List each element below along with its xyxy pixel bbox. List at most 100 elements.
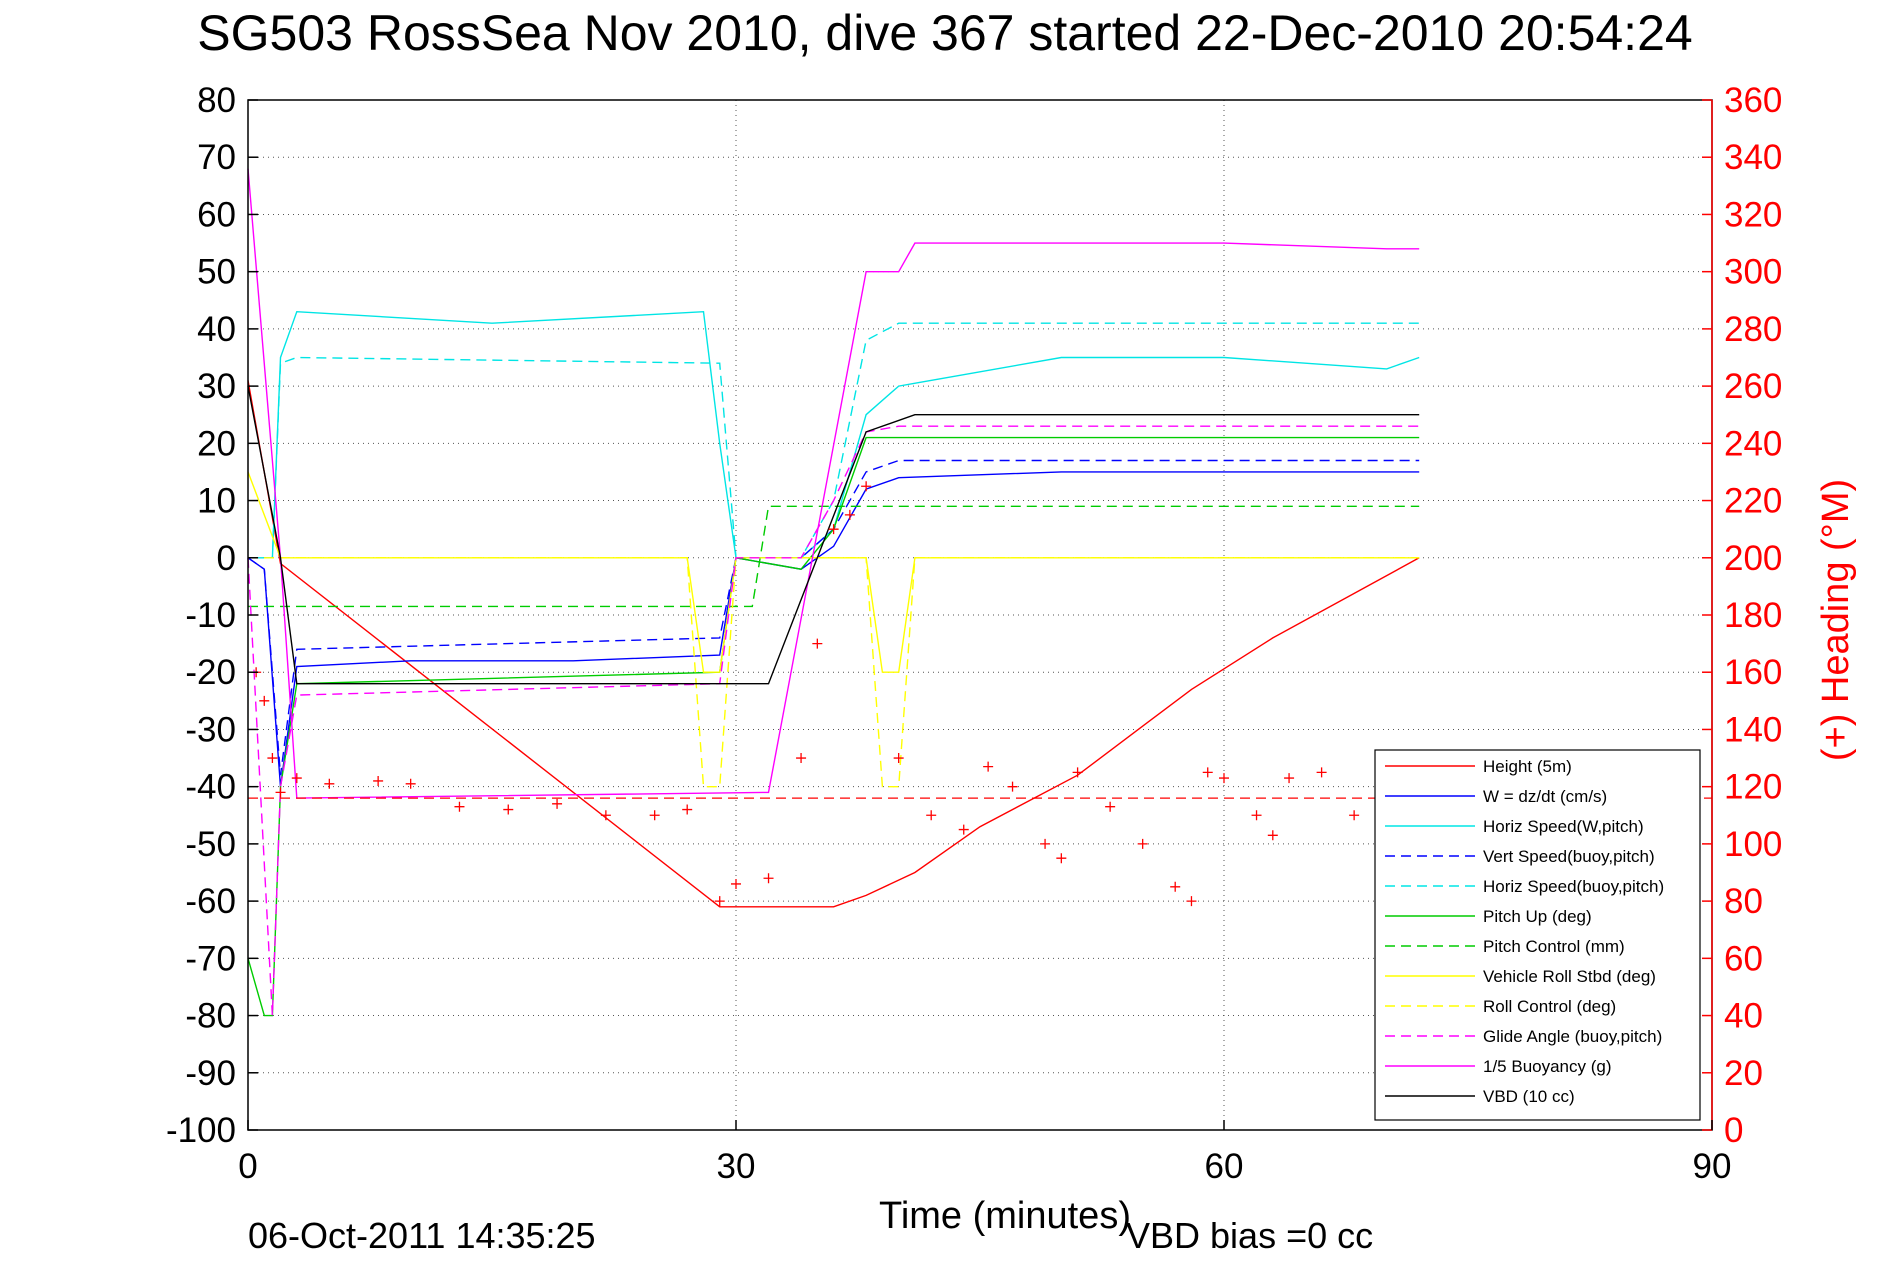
heading-point: [682, 804, 693, 815]
right-tick-label: 240: [1724, 424, 1782, 463]
series-line-7: [248, 505, 1420, 608]
heading-point: [552, 798, 563, 809]
y-tick-label: 40: [197, 310, 236, 349]
legend-entry: Pitch Up (deg): [1483, 907, 1592, 926]
right-tick-label: 120: [1724, 768, 1782, 807]
x-tick-label: 30: [717, 1147, 756, 1186]
heading-point: [1202, 767, 1213, 778]
heading-point: [1072, 767, 1083, 778]
heading-point: [796, 753, 807, 764]
heading-point: [1219, 773, 1229, 784]
right-tick-label: 220: [1724, 482, 1782, 521]
footer-timestamp: 06-Oct-2011 14:35:25: [248, 1215, 596, 1256]
series-line-12: [247, 385, 1420, 685]
y-tick-label: -60: [185, 882, 236, 921]
right-tick-label: 360: [1724, 81, 1782, 120]
legend-entry: Horiz Speed(buoy,pitch): [1483, 877, 1664, 896]
right-tick-label: 340: [1724, 138, 1782, 177]
legend-entry: Pitch Control (mm): [1483, 937, 1625, 956]
heading-point: [649, 810, 660, 821]
heading-point: [844, 509, 855, 520]
heading-point: [1056, 853, 1067, 864]
y-tick-label: -100: [166, 1111, 236, 1150]
series-line-4: [247, 459, 1420, 776]
heading-point: [1007, 781, 1018, 792]
right-tick-label: 180: [1724, 596, 1782, 635]
heading-point: [1251, 810, 1262, 821]
y-tick-label: 80: [197, 81, 236, 120]
heading-point: [600, 810, 611, 821]
heading-point: [1105, 801, 1116, 812]
y-tick-label: 70: [197, 138, 236, 177]
right-tick-label: 300: [1724, 253, 1782, 292]
legend: Height (5m) W = dz/dt (cm/s) Horiz Speed(W…: [1374, 749, 1701, 1121]
right-tick-label: 100: [1724, 825, 1782, 864]
y-tick-label: -80: [185, 997, 236, 1036]
y-tick-label: -30: [185, 710, 236, 749]
y-tick-label: -10: [185, 596, 236, 635]
heading-point: [275, 787, 286, 798]
series-line-3: [248, 310, 1420, 559]
heading-point: [731, 878, 741, 889]
right-tick-label: 80: [1724, 882, 1763, 921]
heading-point: [983, 761, 994, 772]
y-tick-label: -20: [185, 653, 236, 692]
y-tick-label: 30: [197, 367, 236, 406]
heading-point: [926, 810, 937, 821]
right-tick-label: 320: [1724, 195, 1782, 234]
right-axis-label: (+) Heading (°M): [1815, 479, 1857, 761]
axis-ticks: 80706050403020100-10-20-30-40-50-60-70-8…: [166, 81, 1782, 1186]
legend-entry: VBD (10 cc): [1483, 1087, 1575, 1106]
heading-point: [267, 753, 278, 764]
legend-entry: Roll Control (deg): [1483, 997, 1616, 1016]
heading-point: [373, 775, 384, 786]
heading-point: [291, 773, 302, 784]
heading-point: [893, 753, 904, 764]
heading-point: [828, 524, 839, 535]
right-tick-label: 140: [1724, 710, 1782, 749]
heading-point: [958, 824, 969, 835]
legend-entry: Vert Speed(buoy,pitch): [1483, 847, 1655, 866]
heading-point: [1316, 767, 1327, 778]
y-tick-label: 20: [197, 424, 236, 463]
heading-point: [1349, 810, 1360, 821]
heading-point: [454, 801, 465, 812]
right-tick-label: 200: [1724, 539, 1782, 578]
right-tick-label: 0: [1724, 1111, 1743, 1150]
heading-point: [1284, 773, 1295, 784]
legend-entry: Horiz Speed(W,pitch): [1483, 817, 1644, 836]
chart-title: SG503 RossSea Nov 2010, dive 367 started…: [197, 5, 1692, 61]
x-tick-label: 90: [1693, 1147, 1732, 1186]
series-line-11: [247, 168, 1420, 799]
heading-point: [714, 896, 725, 907]
footer-vbd-bias: VBD bias =0 cc: [1126, 1215, 1373, 1256]
heading-point: [861, 481, 872, 492]
legend-entry: 1/5 Buoyancy (g): [1483, 1057, 1612, 1076]
y-tick-label: 50: [197, 253, 236, 292]
y-tick-label: -90: [185, 1054, 236, 1093]
y-tick-label: 10: [197, 482, 236, 521]
y-tick-label: -70: [185, 939, 236, 978]
legend-box: [1374, 749, 1701, 1121]
series-line-10: [247, 425, 1420, 1016]
right-tick-label: 40: [1724, 997, 1763, 1036]
heading-point: [1170, 881, 1181, 892]
right-tick-label: 20: [1724, 1054, 1763, 1093]
legend-entry: Glide Angle (buoy,pitch): [1483, 1027, 1662, 1046]
heading-point: [1040, 838, 1051, 849]
heading-point: [763, 873, 774, 884]
right-tick-label: 260: [1724, 367, 1782, 406]
heading-point: [1186, 896, 1197, 907]
heading-markers: [251, 481, 1392, 907]
series-line-2: [247, 471, 1420, 787]
legend-entry: Height (5m): [1483, 757, 1572, 776]
y-tick-label: -40: [185, 768, 236, 807]
heading-point: [503, 804, 514, 815]
y-tick-label: 60: [197, 195, 236, 234]
y-tick-label: 0: [217, 539, 236, 578]
legend-entry: W = dz/dt (cm/s): [1483, 787, 1607, 806]
y-tick-label: -50: [185, 825, 236, 864]
x-tick-label: 0: [238, 1147, 257, 1186]
x-axis-label: Time (minutes): [879, 1195, 1131, 1237]
